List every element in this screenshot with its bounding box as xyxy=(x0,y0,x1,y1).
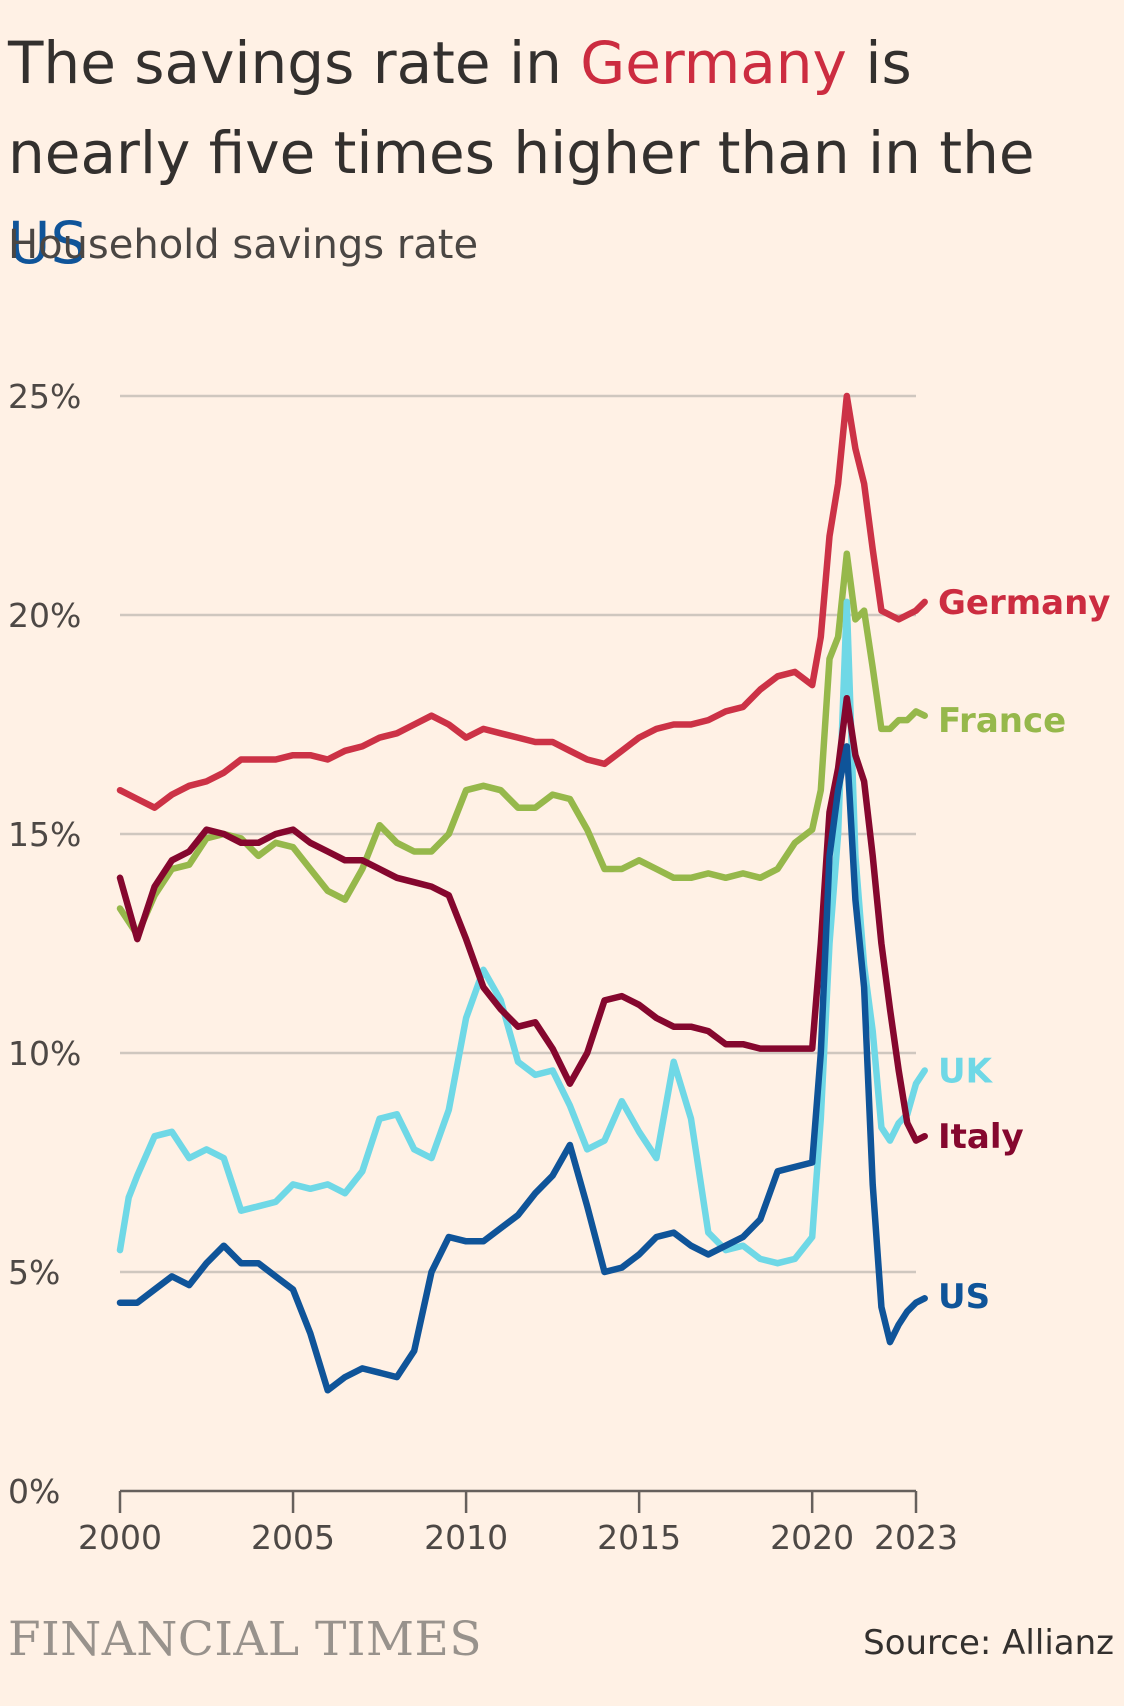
y-tick-label: 25% xyxy=(8,377,81,416)
x-axis: 2000 2005 2010 2015 2020 2023 xyxy=(78,1489,958,1557)
end-label-uk: UK xyxy=(938,1052,994,1092)
line-chart: 0% 5% 10% 15% 20% 25% 2000 2005 2010 2015 2020 202… xyxy=(8,377,1110,1557)
x-tick-label: 2000 xyxy=(78,1518,162,1557)
series-line-italy xyxy=(116,694,928,1144)
x-tick-label: 2010 xyxy=(424,1518,508,1557)
series-line-uk xyxy=(116,598,928,1267)
x-tick-label: 2023 xyxy=(874,1518,958,1557)
y-axis-tick-labels: 0% 5% 10% 15% 20% 25% xyxy=(8,377,81,1511)
title-middle: is nearly five times higher than in the xyxy=(8,29,1035,187)
x-tick-label: 2015 xyxy=(597,1518,681,1557)
title-highlight-germany: Germany xyxy=(580,29,847,97)
series-line-germany xyxy=(116,392,928,811)
chart-subtitle: Household savings rate xyxy=(8,222,479,268)
y-tick-label: 10% xyxy=(8,1034,81,1073)
end-label-france: France xyxy=(938,701,1066,741)
series-lines xyxy=(116,392,928,1394)
title-highlight-us: US xyxy=(8,209,88,277)
y-tick-label: 20% xyxy=(8,596,81,635)
x-tick-label: 2020 xyxy=(770,1518,854,1557)
y-tick-label: 5% xyxy=(8,1253,60,1292)
series-end-labels: Germany France UK Italy US xyxy=(938,583,1110,1317)
title-prefix: The savings rate in xyxy=(8,29,581,97)
series-line-us xyxy=(116,743,928,1394)
gridlines xyxy=(120,394,916,1274)
financial-times-logo: FINANCIAL TIMES xyxy=(8,1612,483,1667)
y-tick-label: 0% xyxy=(8,1472,60,1511)
y-tick-label: 15% xyxy=(8,815,81,854)
chart-title: The savings rate in Germany is nearly fi… xyxy=(8,18,1108,288)
source-note: Source: Allianz xyxy=(863,1623,1114,1663)
end-label-italy: Italy xyxy=(938,1117,1024,1157)
end-label-germany: Germany xyxy=(938,583,1110,623)
x-tick-label: 2005 xyxy=(251,1518,335,1557)
series-line-france xyxy=(116,550,928,938)
end-label-us: US xyxy=(938,1277,990,1317)
